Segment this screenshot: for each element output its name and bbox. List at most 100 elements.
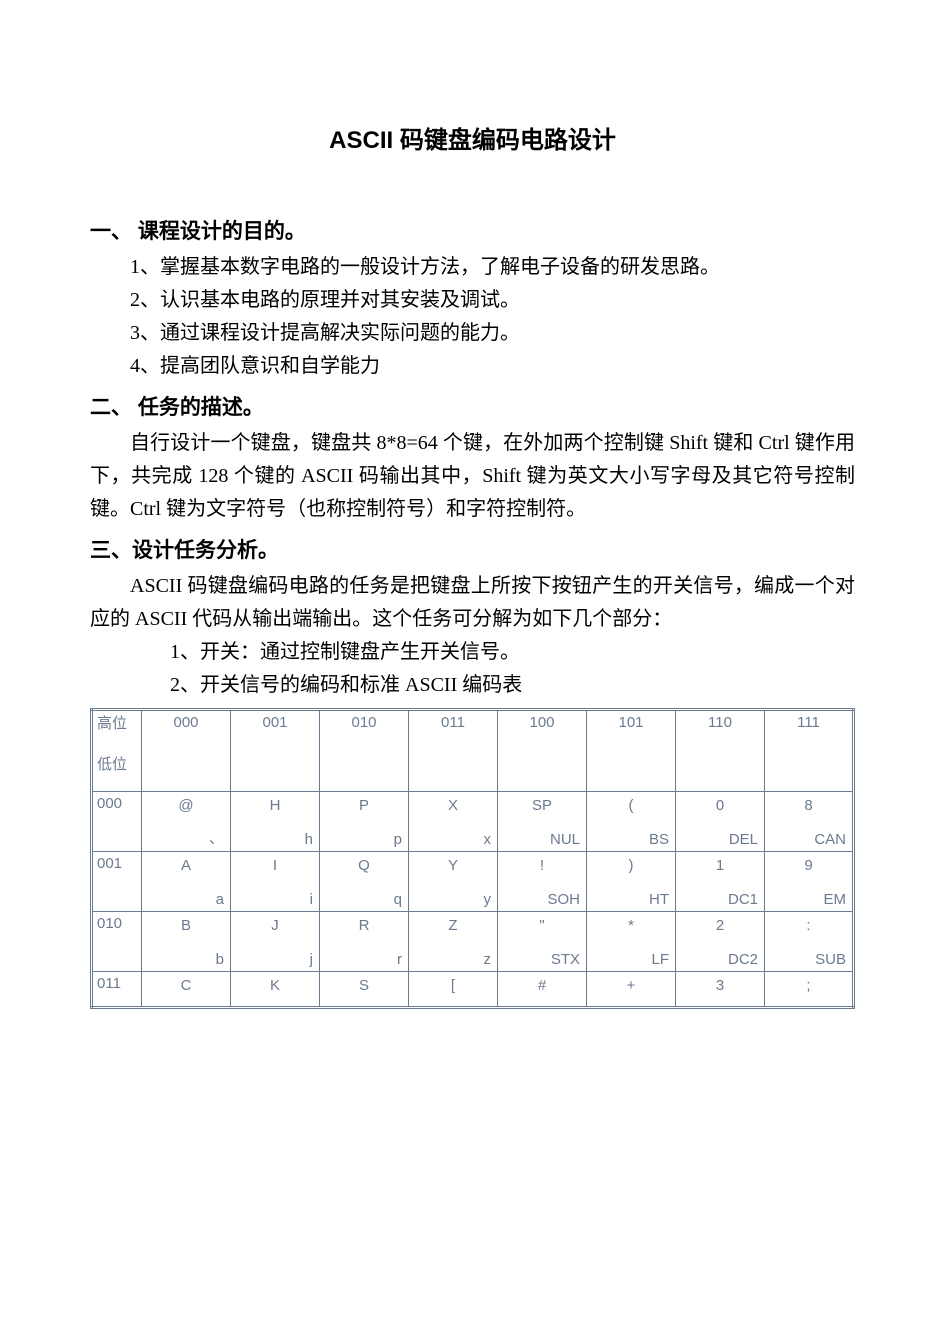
table-cell: Rr <box>320 912 409 972</box>
cell-value-upper: @ <box>146 795 226 814</box>
cell-value-upper: ) <box>591 855 671 874</box>
col-header: 001 <box>231 710 320 792</box>
cell-value-upper: ! <box>502 855 582 874</box>
table-cell: Zz <box>409 912 498 972</box>
cell-value-upper: " <box>502 915 582 934</box>
page-title: ASCII 码键盘编码电路设计 <box>90 120 855 155</box>
table-cell: Xx <box>409 792 498 852</box>
cell-value-upper: 8 <box>769 795 848 814</box>
cell-value-lower: j <box>310 951 313 968</box>
cell-value-lower: b <box>216 951 224 968</box>
row-header: 010 <box>92 912 142 972</box>
table-cell: Pp <box>320 792 409 852</box>
table-cell: Ii <box>231 852 320 912</box>
row-header: 011 <box>92 972 142 1008</box>
section-2-heading: 二、 任务的描述。 <box>90 391 855 421</box>
table-row: 001AaIiQq Yy! SOH) HT 1 DC1 9EM <box>92 852 854 912</box>
corner-top-label: 高位 <box>97 715 127 732</box>
cell-value-lower: EM <box>824 891 847 908</box>
table-row: 011CKS [ # +3; <box>92 972 854 1008</box>
table-cell: C <box>142 972 231 1008</box>
table-cell: 9EM <box>765 852 854 912</box>
cell-value-upper: 0 <box>680 795 760 814</box>
table-cell: ! SOH <box>498 852 587 912</box>
col-header: 010 <box>320 710 409 792</box>
cell-value-lower: SOH <box>547 891 580 908</box>
cell-value-upper: 2 <box>680 915 760 934</box>
cell-value-lower: NUL <box>550 831 580 848</box>
table-cell: 1 DC1 <box>676 852 765 912</box>
table-cell: Jj <box>231 912 320 972</box>
cell-value-upper: ; <box>769 975 848 994</box>
cell-value-lower: z <box>484 951 492 968</box>
cell-value-upper: H <box>235 795 315 814</box>
cell-value-upper: J <box>235 915 315 934</box>
section-1-item: 1、掌握基本数字电路的一般设计方法，了解电子设备的研发思路。 <box>90 251 855 284</box>
cell-value-lower: CAN <box>814 831 846 848</box>
section-1-heading: 一、 课程设计的目的。 <box>90 215 855 245</box>
section-1: 一、 课程设计的目的。 1、掌握基本数字电路的一般设计方法，了解电子设备的研发思… <box>90 215 855 383</box>
section-3: 三、设计任务分析。 ASCII 码键盘编码电路的任务是把键盘上所按下按钮产生的开… <box>90 534 855 702</box>
cell-value-lower: r <box>397 951 402 968</box>
cell-value-upper: S <box>324 975 404 994</box>
col-header: 011 <box>409 710 498 792</box>
table-row: 010BbJjRrZz"STX*LF2DC2:SUB <box>92 912 854 972</box>
cell-value-lower: h <box>305 831 313 848</box>
cell-value-upper: # <box>502 975 582 994</box>
table-corner-cell: 高位 低位 <box>92 710 142 792</box>
col-header: 111 <box>765 710 854 792</box>
cell-value-upper: R <box>324 915 404 934</box>
ascii-table: 高位 低位 000 001 010 011 100 101 110 111 00… <box>90 708 855 1009</box>
table-cell: Yy <box>409 852 498 912</box>
table-cell: 3 <box>676 972 765 1008</box>
table-cell: 0 DEL <box>676 792 765 852</box>
table-cell: Hh <box>231 792 320 852</box>
cell-value-lower: DC2 <box>728 951 758 968</box>
table-cell: @、 <box>142 792 231 852</box>
cell-value-lower: STX <box>551 951 580 968</box>
cell-value-upper: 3 <box>680 975 760 994</box>
cell-value-lower: SUB <box>815 951 846 968</box>
table-cell: ; <box>765 972 854 1008</box>
cell-value-lower: 、 <box>209 827 224 848</box>
cell-value-upper: * <box>591 915 671 934</box>
cell-value-upper: + <box>591 975 671 994</box>
table-cell: 8 CAN <box>765 792 854 852</box>
cell-value-upper: B <box>146 915 226 934</box>
cell-value-upper: 1 <box>680 855 760 874</box>
cell-value-upper: I <box>235 855 315 874</box>
cell-value-upper: X <box>413 795 493 814</box>
table-cell: K <box>231 972 320 1008</box>
cell-value-upper: K <box>235 975 315 994</box>
col-header: 100 <box>498 710 587 792</box>
cell-value-upper: Q <box>324 855 404 874</box>
cell-value-lower: DC1 <box>728 891 758 908</box>
cell-value-lower: p <box>394 831 402 848</box>
table-row: 000@、HhPpXxSPNUL(BS0DEL8CAN <box>92 792 854 852</box>
cell-value-lower: LF <box>651 951 669 968</box>
table-cell: : SUB <box>765 912 854 972</box>
section-3-paragraph: ASCII 码键盘编码电路的任务是把键盘上所按下按钮产生的开关信号，编成一个对应… <box>90 570 855 636</box>
table-cell: ) HT <box>587 852 676 912</box>
row-header: 001 <box>92 852 142 912</box>
table-cell: (BS <box>587 792 676 852</box>
col-header: 110 <box>676 710 765 792</box>
col-header: 000 <box>142 710 231 792</box>
cell-value-upper: A <box>146 855 226 874</box>
table-header-row: 高位 低位 000 001 010 011 100 101 110 111 <box>92 710 854 792</box>
corner-bottom-label: 低位 <box>97 756 127 773</box>
table-cell: [ <box>409 972 498 1008</box>
cell-value-lower: DEL <box>729 831 758 848</box>
table-cell: Aa <box>142 852 231 912</box>
cell-value-upper: [ <box>413 975 493 994</box>
cell-value-lower: HT <box>649 891 669 908</box>
cell-value-upper: : <box>769 915 848 934</box>
table-cell: " STX <box>498 912 587 972</box>
cell-value-lower: q <box>394 891 402 908</box>
cell-value-upper: Z <box>413 915 493 934</box>
cell-value-upper: ( <box>591 795 671 814</box>
table-cell: * LF <box>587 912 676 972</box>
section-1-item: 2、认识基本电路的原理并对其安装及调试。 <box>90 284 855 317</box>
section-2-paragraph: 自行设计一个键盘，键盘共 8*8=64 个键，在外加两个控制键 Shift 键和… <box>90 427 855 526</box>
col-header: 101 <box>587 710 676 792</box>
